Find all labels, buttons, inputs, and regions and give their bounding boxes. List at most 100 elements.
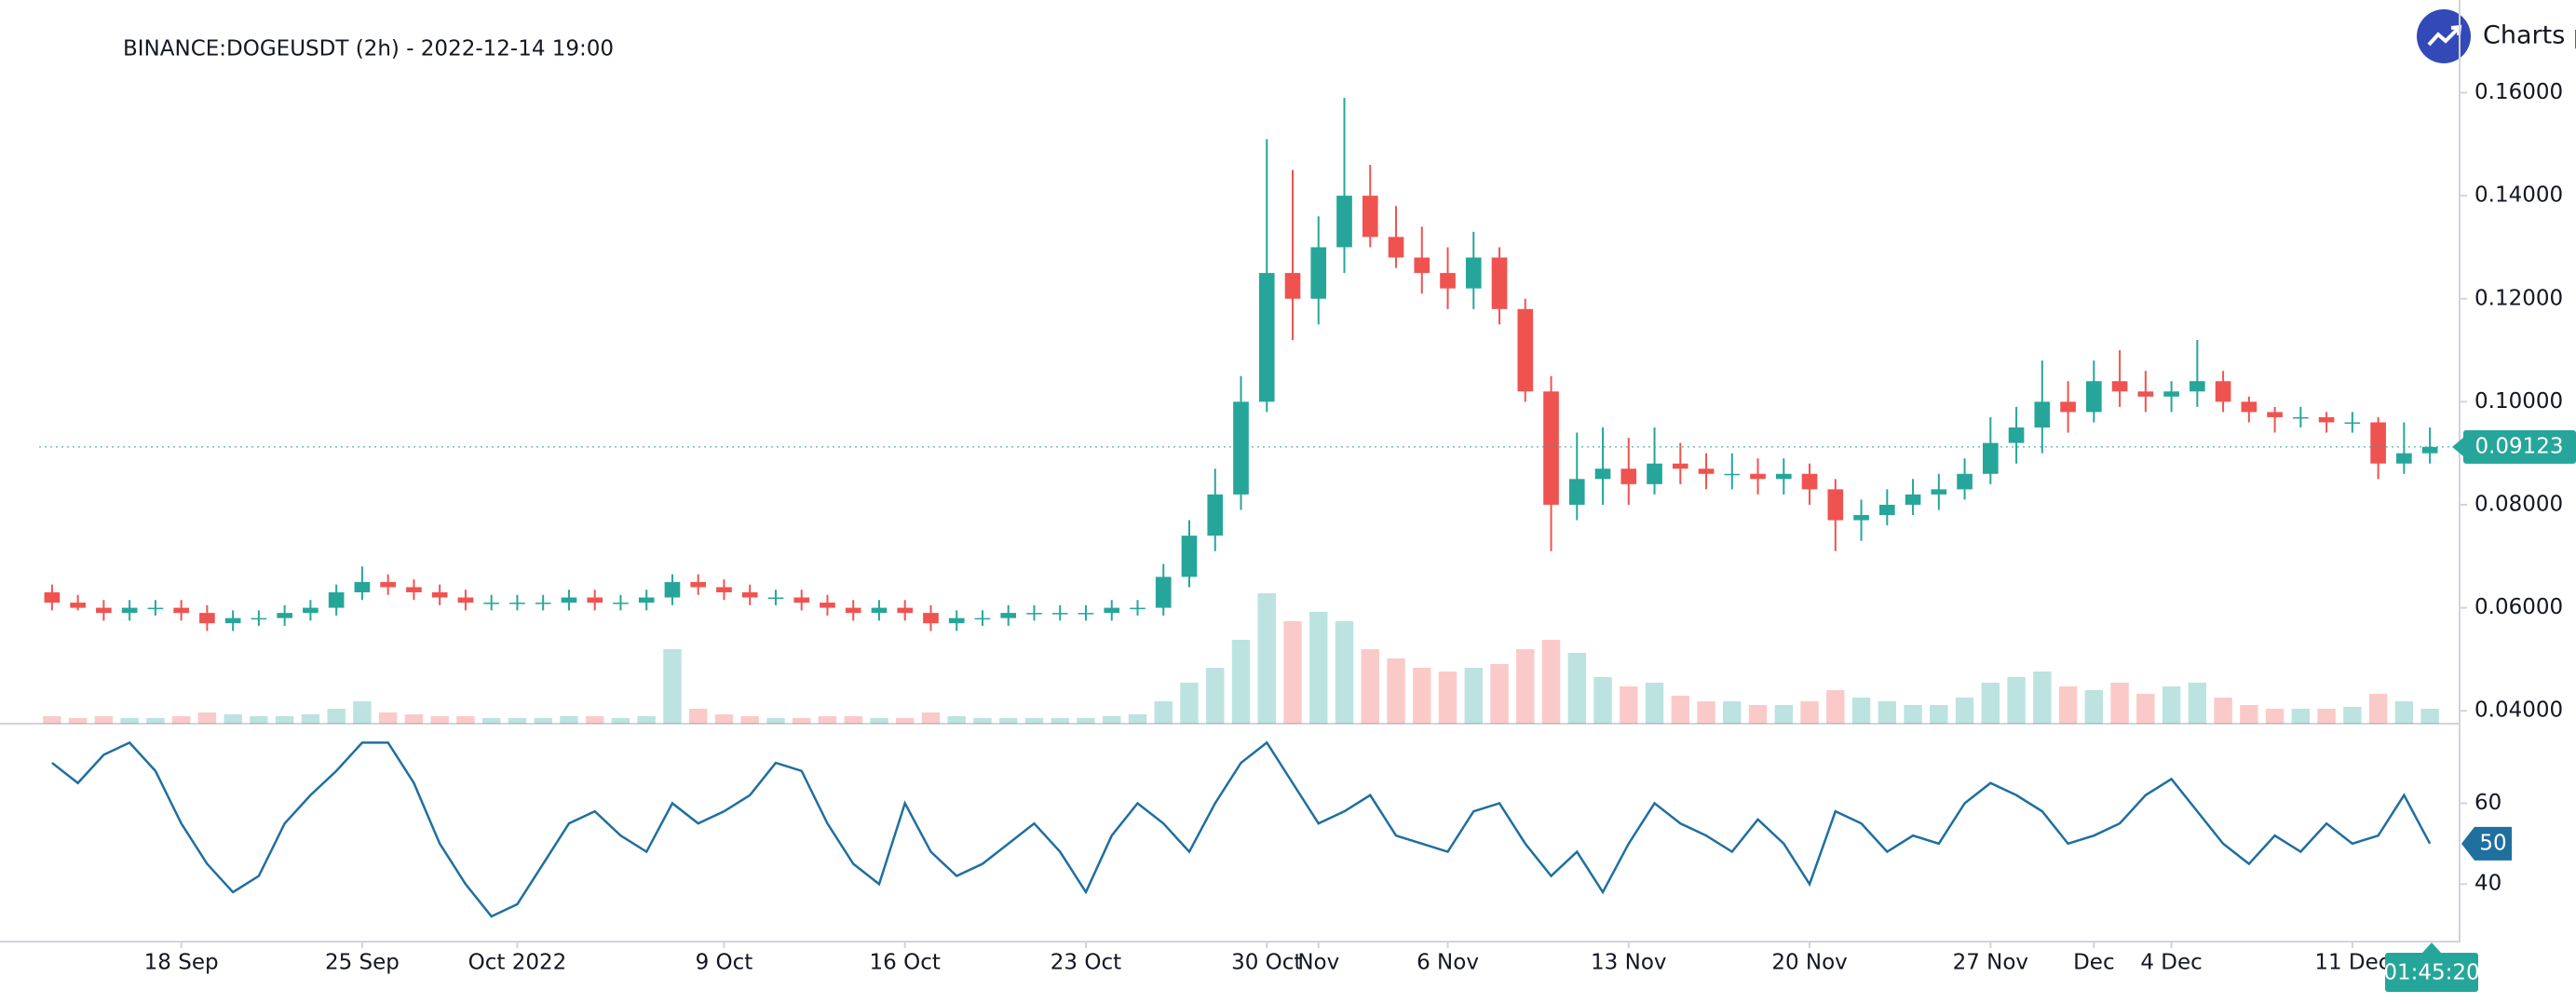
volume-bar: [714, 714, 734, 724]
candle-body: [1801, 473, 1818, 490]
candle-body: [1233, 401, 1249, 495]
volume-bar: [43, 716, 61, 724]
candle-body: [638, 597, 655, 604]
candle-body: [1750, 473, 1766, 480]
volume-bar: [1206, 668, 1225, 724]
volume-bar: [1904, 705, 1922, 724]
volume-bar: [1723, 701, 1742, 724]
candle-body: [509, 603, 525, 604]
candle-body: [2215, 381, 2231, 402]
y-tick-label: 60: [2474, 791, 2501, 815]
logo-icon: [2427, 26, 2461, 47]
candle-body: [1594, 468, 1611, 480]
candle-layer: [44, 98, 2438, 631]
volume-bar: [481, 718, 501, 724]
x-tick-label: 13 Nov: [1591, 951, 1666, 975]
volume-bar: [327, 709, 346, 724]
volume-bar: [1024, 718, 1044, 724]
candle-body: [767, 597, 784, 600]
candle-body: [690, 581, 707, 588]
volume-bar: [2136, 694, 2155, 724]
candle-body: [2086, 381, 2102, 413]
candle-body: [1181, 536, 1198, 577]
candle-body: [70, 603, 86, 608]
candle-body: [2370, 422, 2386, 464]
candle-body: [1698, 468, 1715, 474]
candle-body: [2163, 391, 2179, 397]
candle-body: [535, 603, 551, 604]
volume-bar: [1128, 714, 1147, 724]
x-tick-label: 23 Oct: [1051, 951, 1121, 975]
candle-body: [1878, 504, 1895, 516]
candle-body: [147, 607, 164, 610]
volume-bar: [2265, 709, 2285, 724]
candle-body: [2137, 391, 2154, 397]
candle-body: [483, 603, 499, 604]
x-tick-label: 6 Nov: [1417, 951, 1479, 975]
x-tick-label: 27 Nov: [1953, 951, 2028, 975]
price-label-box: [2463, 429, 2576, 464]
volume-bar: [1748, 705, 1768, 724]
candle-body: [1284, 273, 1301, 299]
candle-body: [1310, 247, 1327, 299]
candle-body: [2344, 422, 2361, 424]
candle-body: [1388, 237, 1404, 258]
candle-body: [1724, 473, 1741, 476]
volume-bar: [2368, 694, 2388, 724]
volume-bar: [2317, 709, 2336, 724]
volume-bar: [792, 718, 811, 724]
x-tick-label: 25 Sep: [325, 951, 400, 975]
candle-body: [354, 581, 371, 592]
candle-body: [328, 591, 345, 608]
volume-bar: [2188, 683, 2207, 724]
volume-bar: [1671, 696, 1690, 724]
volume-bar: [560, 716, 578, 724]
y-tick-label: 0.12000: [2474, 286, 2563, 310]
y-tick-label: 0.06000: [2474, 595, 2563, 619]
candle-body: [1104, 607, 1120, 614]
volume-bar: [973, 718, 992, 724]
volume-bar: [999, 718, 1018, 724]
candle-body: [96, 607, 112, 614]
logo-circle: [2417, 9, 2471, 63]
volume-bar: [171, 716, 191, 724]
brand-logo[interactable]: Charts p: [2417, 9, 2576, 63]
candle-body: [923, 613, 939, 624]
candle-body: [431, 591, 448, 598]
candle-body: [1465, 257, 1482, 289]
candle-body: [2241, 401, 2257, 413]
candle-body: [1905, 494, 1921, 505]
candle-body: [561, 597, 577, 604]
volume-bar: [2420, 709, 2439, 724]
x-tick-label: 16 Oct: [870, 951, 941, 975]
volume-bar: [2240, 705, 2258, 724]
volume-bar: [224, 714, 242, 724]
x-tick-label: Dec: [2073, 951, 2115, 975]
volume-bar: [1620, 686, 1638, 724]
volume-bar: [2110, 683, 2129, 724]
volume-bar: [197, 712, 217, 724]
volume-bar: [1413, 668, 1431, 724]
candle-body: [1026, 613, 1042, 615]
volume-bar: [1464, 668, 1483, 724]
volume-bar: [2033, 672, 2052, 724]
y-tick-label: 0.08000: [2474, 492, 2563, 516]
volume-bar: [1077, 718, 1095, 724]
volume-bar: [1438, 672, 1457, 724]
volume-bar: [1180, 683, 1199, 724]
chart-title: BINANCE:DOGEUSDT (2h) - 2022-12-14 19:00: [123, 37, 614, 61]
candle-body: [1414, 257, 1430, 274]
volume-bar: [1154, 701, 1173, 724]
volume-bar: [947, 716, 966, 724]
volume-bar: [2084, 690, 2104, 724]
volume-bar: [1387, 658, 1405, 724]
y-tick-label: 40: [2474, 872, 2501, 896]
y-tick-label: 0.14000: [2474, 183, 2563, 208]
candle-body: [1000, 613, 1017, 618]
x-tick-label: 20 Nov: [1771, 951, 1847, 975]
candle-body: [2034, 401, 2051, 428]
volume-bar: [301, 714, 320, 724]
x-tick-label: Oct 2022: [468, 951, 567, 975]
